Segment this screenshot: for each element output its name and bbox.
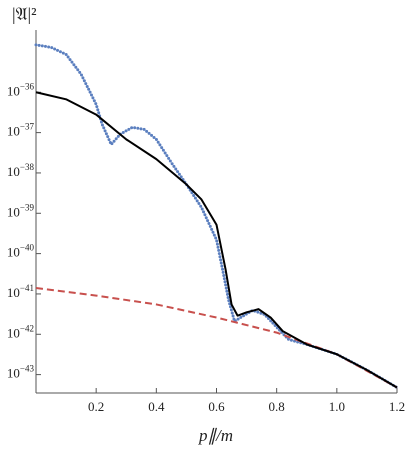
y-tick-label: 10−38 xyxy=(7,162,35,179)
series-line xyxy=(34,43,399,389)
y-axis-label: |𝔄|² xyxy=(12,4,37,24)
x-axis-label: p∥/m xyxy=(198,426,233,445)
y-tick-label: 10−37 xyxy=(7,122,35,139)
series-line xyxy=(35,287,398,389)
y-tick-label: 10−43 xyxy=(7,364,35,381)
y-tick-label: 10−42 xyxy=(7,323,34,340)
series-line xyxy=(35,91,398,389)
y-tick-label: 10−39 xyxy=(7,202,35,219)
x-tick-label: 0.2 xyxy=(88,399,104,414)
x-tick-label: 0.6 xyxy=(208,399,225,414)
x-tick-label: 0.4 xyxy=(148,399,165,414)
x-tick-label: 1.0 xyxy=(329,399,345,414)
y-tick-label: 10−36 xyxy=(7,81,35,98)
x-tick-label: 1.2 xyxy=(389,399,405,414)
y-tick-label: 10−41 xyxy=(7,283,34,300)
y-tick-label: 10−40 xyxy=(7,243,35,260)
x-tick-label: 0.8 xyxy=(269,399,285,414)
